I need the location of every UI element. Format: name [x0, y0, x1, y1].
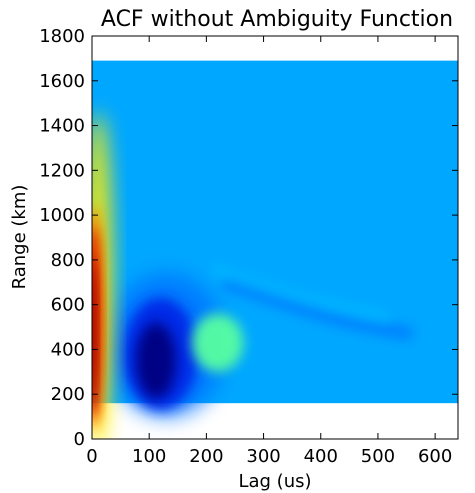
x-tick-label: 200 — [189, 446, 223, 467]
chart-title: ACF without Ambiguity Function — [101, 7, 453, 32]
y-tick-label: 1000 — [39, 205, 85, 226]
ripple-band-b — [210, 264, 391, 324]
x-tick-label: 600 — [418, 446, 452, 467]
y-tick-label: 1800 — [39, 26, 85, 47]
trough-core-band — [136, 322, 177, 399]
x-tick-label: 400 — [304, 446, 338, 467]
x-axis-ticks: 0 100 200 300 400 500 600 — [86, 36, 452, 467]
y-tick-label: 1400 — [39, 116, 85, 137]
plot-area — [91, 35, 459, 440]
x-tick-label: 500 — [361, 446, 395, 467]
y-tick-label: 600 — [51, 295, 85, 316]
plot-frame — [91, 35, 459, 440]
x-tick-label: 0 — [86, 446, 97, 467]
x-axis-label: Lag (us) — [238, 471, 311, 492]
y-tick-label: 400 — [51, 339, 85, 360]
ripple-band-a — [221, 276, 414, 340]
peak-core-band — [92, 259, 97, 408]
y-axis-ticks: 0 200 400 600 800 1000 1200 1400 1600 1800 — [39, 26, 458, 450]
y-tick-label: 0 — [74, 429, 85, 450]
x-tick-label: 300 — [246, 446, 280, 467]
y-tick-label: 1600 — [39, 71, 85, 92]
y-tick-label: 200 — [51, 384, 85, 405]
y-tick-label: 800 — [51, 250, 85, 271]
secondary-lobe — [192, 313, 244, 372]
y-axis-label: Range (km) — [9, 185, 30, 290]
y-tick-label: 1200 — [39, 160, 85, 181]
x-tick-label: 100 — [132, 446, 166, 467]
